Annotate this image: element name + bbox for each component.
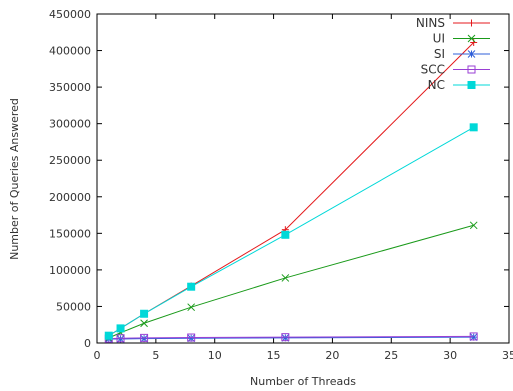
y-tick-label: 150000 bbox=[49, 227, 91, 240]
series-scc bbox=[104, 332, 478, 343]
series-line bbox=[108, 126, 474, 337]
legend-label: SCC bbox=[421, 63, 445, 77]
series-line bbox=[108, 42, 475, 337]
plot-border bbox=[96, 13, 510, 344]
data-point bbox=[281, 274, 290, 282]
legend-label: NINS bbox=[416, 16, 445, 30]
x-axis-label: Number of Threads bbox=[250, 375, 356, 388]
data-point bbox=[469, 332, 478, 341]
series-ui bbox=[104, 221, 478, 342]
series-nc bbox=[104, 123, 478, 340]
legend-item-scc: SCC bbox=[421, 63, 490, 77]
legend-marker bbox=[467, 65, 476, 74]
legend-marker bbox=[467, 81, 476, 89]
plot-frame bbox=[96, 13, 510, 344]
series-line bbox=[108, 224, 474, 339]
legend-label: SI bbox=[434, 47, 445, 61]
data-point bbox=[104, 331, 113, 340]
y-tick-label: 0 bbox=[84, 337, 91, 350]
legend-item-ui: UI bbox=[433, 32, 490, 46]
x-tick-label: 5 bbox=[152, 349, 159, 362]
data-point bbox=[469, 221, 478, 230]
series-nins bbox=[105, 39, 478, 340]
legend-item-nc: NC bbox=[428, 78, 490, 92]
y-tick-label: 100000 bbox=[49, 264, 91, 277]
x-tick-label: 20 bbox=[325, 349, 339, 362]
x-tick-label: 30 bbox=[443, 349, 457, 362]
legend-marker bbox=[467, 50, 476, 58]
y-tick-label: 350000 bbox=[49, 81, 91, 94]
y-tick-label: 200000 bbox=[49, 191, 91, 204]
x-tick-label: 10 bbox=[208, 349, 222, 362]
legend-item-si: SI bbox=[434, 47, 490, 61]
data-point bbox=[281, 333, 290, 342]
data-point bbox=[116, 324, 125, 333]
data-point bbox=[281, 230, 290, 239]
data-point bbox=[116, 334, 125, 343]
y-tick-label: 450000 bbox=[49, 8, 91, 21]
legend-item-nins: NINS bbox=[416, 16, 490, 30]
y-tick-label: 250000 bbox=[49, 154, 91, 167]
legend-marker bbox=[467, 34, 476, 43]
x-tick-label: 15 bbox=[267, 349, 281, 362]
data-point bbox=[187, 303, 196, 312]
y-tick-label: 400000 bbox=[49, 45, 91, 58]
legend-label: UI bbox=[433, 32, 445, 46]
legend-label: NC bbox=[428, 78, 445, 92]
y-tick-label: 300000 bbox=[49, 118, 91, 131]
y-axis-label: Number of Queries Answered bbox=[8, 98, 21, 260]
x-tick-label: 0 bbox=[94, 349, 101, 362]
series-layer bbox=[104, 39, 478, 343]
data-point bbox=[140, 319, 148, 328]
series-line bbox=[108, 335, 474, 340]
y-tick-label: 50000 bbox=[56, 300, 91, 313]
data-point bbox=[187, 333, 196, 342]
x-tick-label: 25 bbox=[384, 349, 398, 362]
x-tick-label: 35 bbox=[502, 349, 513, 362]
data-point bbox=[140, 309, 149, 318]
legend-marker bbox=[468, 19, 475, 27]
data-point bbox=[187, 282, 196, 291]
data-point bbox=[140, 333, 149, 342]
data-point bbox=[469, 123, 478, 132]
axis-ticks: 0 5 10 15 20 25 30 35 0 50000 100000 150000 200000 25… bbox=[49, 8, 513, 362]
